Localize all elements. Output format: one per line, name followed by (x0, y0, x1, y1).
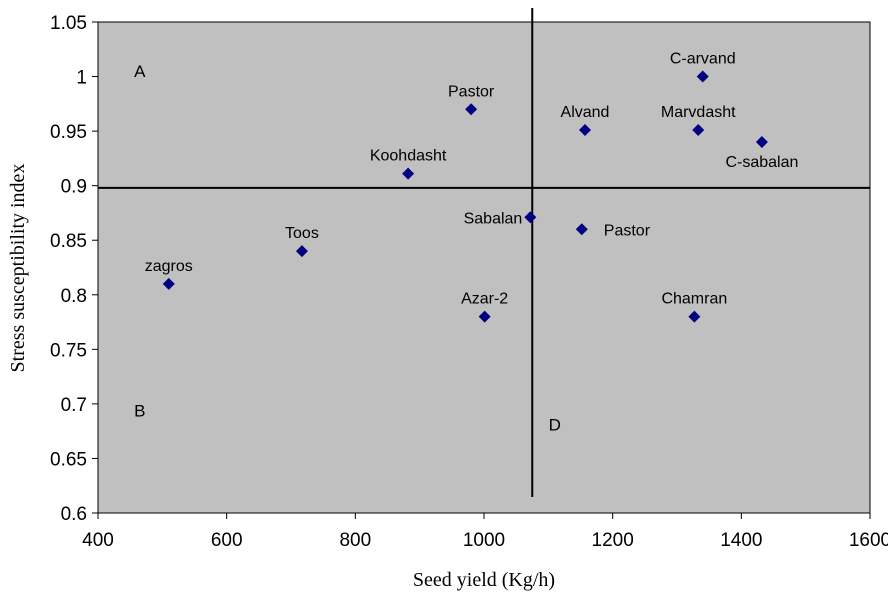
x-tick-label: 1600 (849, 530, 888, 551)
data-point (478, 310, 491, 323)
data-point-label: zagros (145, 258, 193, 275)
data-point (755, 136, 768, 149)
data-point (524, 211, 537, 224)
x-tick-label: 400 (82, 530, 114, 551)
data-point-label: Pastor (604, 222, 651, 239)
x-axis-title: Seed yield (Kg/h) (413, 569, 555, 591)
data-point-label: C-arvand (670, 51, 736, 68)
plot-area (97, 21, 871, 514)
x-tick-label: 1400 (720, 530, 762, 551)
y-tick-label: 0.6 (61, 504, 87, 525)
data-point-label: Alvand (561, 104, 610, 121)
data-point-label: Azar-2 (461, 291, 508, 308)
y-tick-label: 0.65 (50, 449, 87, 470)
data-point-label: Pastor (448, 83, 495, 100)
y-tick-label: 0.85 (50, 231, 87, 252)
y-axis-title: Stress susceptibility index (7, 164, 29, 373)
quadrant-label: A (134, 62, 146, 81)
data-point-label: Koohdasht (370, 148, 447, 165)
x-tick-label: 1200 (592, 530, 634, 551)
quadrant-label: B (134, 401, 145, 420)
x-tick-label: 1000 (463, 530, 505, 551)
x-tick-label: 600 (211, 530, 243, 551)
data-point (688, 310, 701, 323)
x-tick-label: 800 (339, 530, 371, 551)
data-point (295, 245, 308, 258)
data-point (692, 124, 705, 137)
data-point (575, 223, 588, 236)
data-point (696, 70, 709, 83)
data-point-label: Sabalan (464, 210, 523, 227)
data-point-label: Toos (285, 225, 319, 242)
data-point (465, 103, 478, 116)
data-point (402, 167, 415, 180)
y-tick-label: 1.05 (50, 13, 87, 34)
y-tick-label: 0.8 (61, 286, 87, 307)
y-tick-label: 0.7 (61, 395, 87, 416)
y-tick-label: 0.9 (61, 177, 87, 198)
data-point-label: Marvdasht (661, 104, 736, 121)
data-point-label: C-sabalan (725, 154, 798, 171)
y-tick-label: 0.95 (50, 122, 87, 143)
y-tick-label: 1 (76, 68, 87, 89)
data-point (162, 277, 175, 290)
data-point-label: Chamran (661, 291, 727, 308)
quadrant-label: D (549, 416, 561, 435)
y-tick-label: 0.75 (50, 340, 87, 361)
data-point (579, 124, 592, 137)
